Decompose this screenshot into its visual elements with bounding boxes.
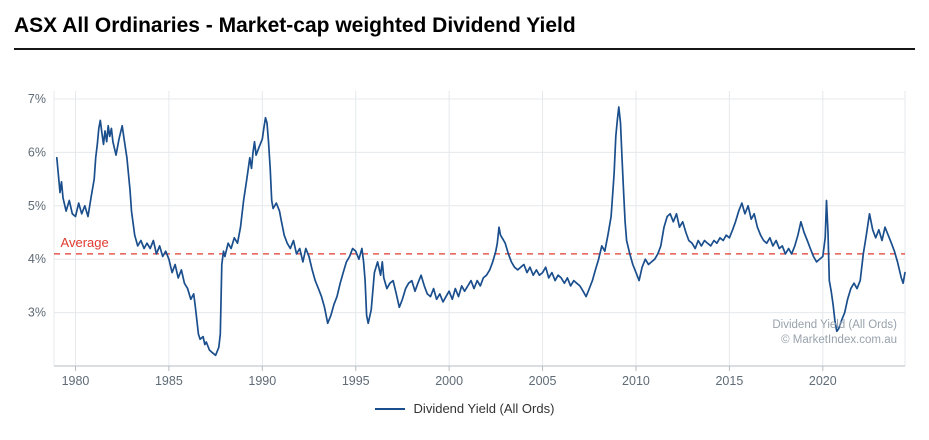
x-tick-label: 2020 <box>809 374 837 388</box>
x-tick-label: 1980 <box>62 374 90 388</box>
y-tick-label: 7% <box>28 92 46 106</box>
x-tick-label: 2000 <box>435 374 463 388</box>
x-tick-label: 1985 <box>155 374 183 388</box>
y-tick-label: 4% <box>28 253 46 267</box>
x-tick-label: 1990 <box>248 374 276 388</box>
y-tick-label: 3% <box>28 306 46 320</box>
legend-line-swatch <box>374 407 405 410</box>
page-title: ASX All Ordinaries - Market-cap weighted… <box>14 14 576 37</box>
dividend-yield-line <box>55 106 906 357</box>
average-label: Average <box>61 235 109 250</box>
legend-item-dividend-yield[interactable]: Dividend Yield (All Ords) <box>374 401 555 417</box>
x-tick-label: 2010 <box>622 374 650 388</box>
watermark-series-name: Dividend Yield (All Ords) <box>772 319 897 331</box>
y-tick-label: 6% <box>28 146 46 160</box>
x-tick-label: 2015 <box>715 374 743 388</box>
chart-legend: Dividend Yield (All Ords) <box>14 401 915 416</box>
title-divider <box>14 48 915 51</box>
y-tick-label: 5% <box>28 199 46 213</box>
legend-label: Dividend Yield (All Ords) <box>413 401 555 417</box>
dividend-yield-chart: Average 1980 1985 1990 1995 2000 2005 2010 2015 2… <box>28 91 906 388</box>
x-tick-label: 1995 <box>342 374 370 388</box>
x-tick-label: 2005 <box>529 374 557 388</box>
watermark-site: © MarketIndex.com.au <box>781 334 897 346</box>
chart-page: ASX All Ordinaries - Market-cap weighted… <box>14 14 915 416</box>
chart-area: Average 1980 1985 1990 1995 2000 2005 2010 2015 2… <box>14 52 915 395</box>
